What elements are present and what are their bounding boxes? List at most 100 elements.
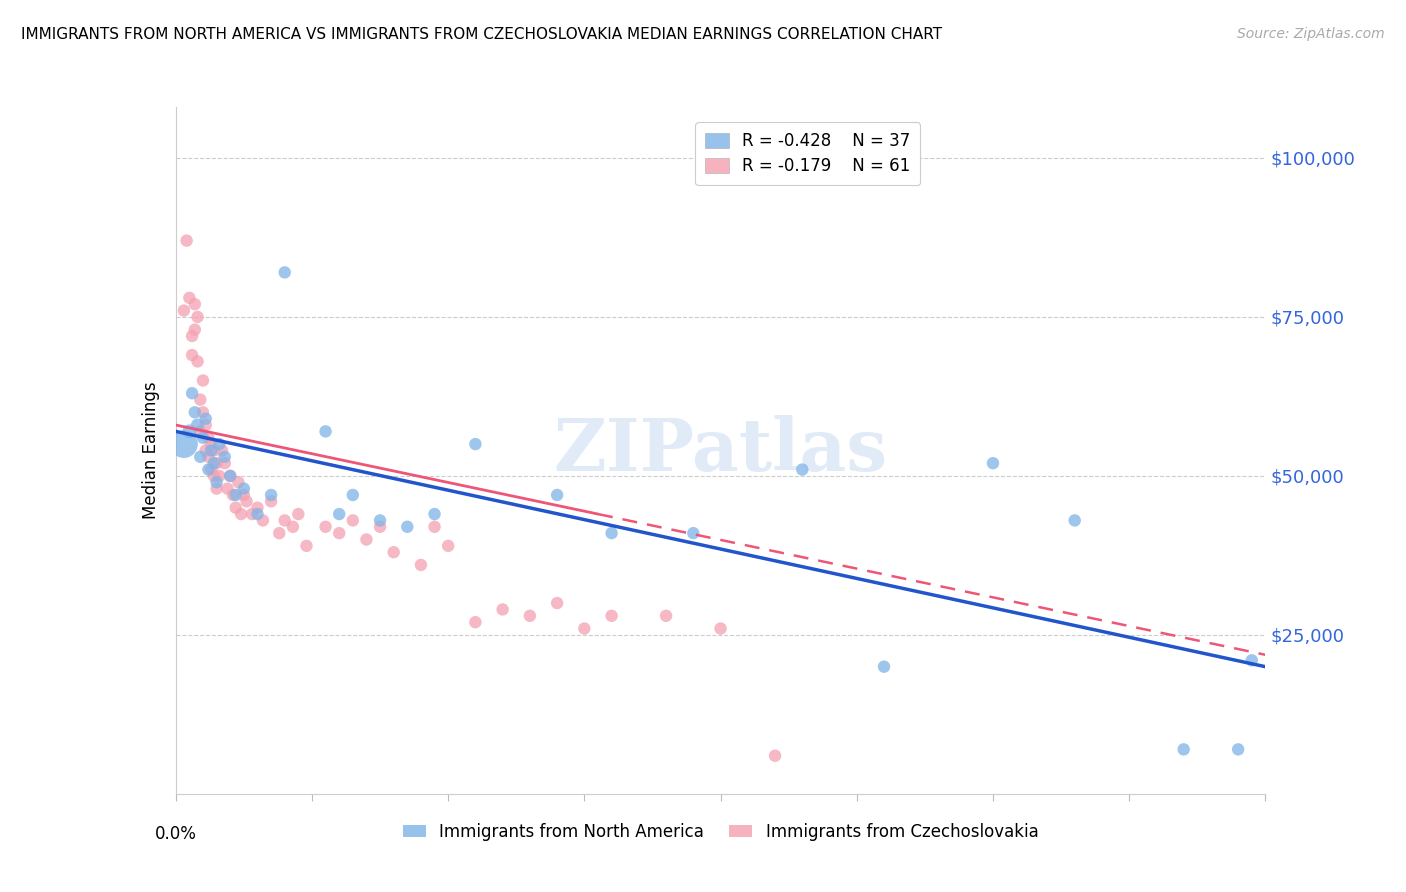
Point xyxy=(235,494,257,508)
Point xyxy=(202,443,225,458)
Point xyxy=(315,520,337,534)
Point xyxy=(1173,742,1195,756)
Point xyxy=(173,303,195,318)
Point xyxy=(205,456,228,470)
Point xyxy=(217,482,239,496)
Point xyxy=(214,456,236,470)
Point xyxy=(792,462,814,476)
Point xyxy=(181,348,204,362)
Point xyxy=(423,520,446,534)
Point xyxy=(208,437,231,451)
Point xyxy=(181,386,204,401)
Point xyxy=(191,374,214,388)
Point xyxy=(184,323,207,337)
Point xyxy=(281,520,304,534)
Point xyxy=(191,405,214,419)
Point xyxy=(232,482,254,496)
Point xyxy=(181,329,204,343)
Point xyxy=(202,469,225,483)
Point xyxy=(205,475,228,490)
Point xyxy=(219,469,242,483)
Point xyxy=(200,443,222,458)
Point xyxy=(423,507,446,521)
Point xyxy=(219,469,242,483)
Point xyxy=(1227,742,1250,756)
Point xyxy=(274,265,297,279)
Point xyxy=(191,431,214,445)
Point xyxy=(342,488,364,502)
Point xyxy=(287,507,309,521)
Point xyxy=(200,437,222,451)
Point xyxy=(202,456,225,470)
Point xyxy=(546,596,568,610)
Point xyxy=(222,488,245,502)
Point xyxy=(179,425,201,439)
Point xyxy=(188,425,211,439)
Point xyxy=(246,500,269,515)
Point xyxy=(342,513,364,527)
Point xyxy=(252,513,274,527)
Point xyxy=(682,526,704,541)
Point xyxy=(295,539,318,553)
Point xyxy=(315,425,337,439)
Point xyxy=(197,431,219,445)
Point xyxy=(328,507,350,521)
Point xyxy=(186,310,209,324)
Point xyxy=(328,526,350,541)
Text: ZIPatlas: ZIPatlas xyxy=(554,415,887,486)
Point xyxy=(546,488,568,502)
Point xyxy=(179,291,201,305)
Point xyxy=(1063,513,1085,527)
Point xyxy=(232,488,254,502)
Legend: Immigrants from North America, Immigrants from Czechoslovakia: Immigrants from North America, Immigrant… xyxy=(396,816,1045,847)
Point xyxy=(464,437,486,451)
Point xyxy=(600,608,623,623)
Text: Source: ZipAtlas.com: Source: ZipAtlas.com xyxy=(1237,27,1385,41)
Point xyxy=(274,513,297,527)
Point xyxy=(184,405,207,419)
Point xyxy=(184,297,207,311)
Point xyxy=(186,354,209,368)
Point xyxy=(368,513,391,527)
Point xyxy=(655,608,678,623)
Point xyxy=(194,411,217,425)
Point xyxy=(269,526,291,541)
Point xyxy=(409,558,432,572)
Point xyxy=(260,488,283,502)
Point xyxy=(205,482,228,496)
Point xyxy=(437,539,460,553)
Point xyxy=(260,494,283,508)
Point xyxy=(574,622,596,636)
Point xyxy=(197,462,219,476)
Point xyxy=(246,507,269,521)
Point xyxy=(188,450,211,464)
Point xyxy=(214,450,236,464)
Point xyxy=(981,456,1004,470)
Point xyxy=(396,520,419,534)
Point xyxy=(1240,653,1263,667)
Point xyxy=(519,608,541,623)
Point xyxy=(186,417,209,432)
Point xyxy=(176,234,198,248)
Point xyxy=(200,462,222,476)
Point xyxy=(382,545,405,559)
Point xyxy=(873,659,896,673)
Point xyxy=(194,417,217,432)
Point xyxy=(228,475,250,490)
Point xyxy=(356,533,378,547)
Point xyxy=(600,526,623,541)
Point xyxy=(225,500,247,515)
Point xyxy=(492,602,515,616)
Point xyxy=(211,443,233,458)
Point xyxy=(763,748,786,763)
Point xyxy=(240,507,263,521)
Text: IMMIGRANTS FROM NORTH AMERICA VS IMMIGRANTS FROM CZECHOSLOVAKIA MEDIAN EARNINGS : IMMIGRANTS FROM NORTH AMERICA VS IMMIGRA… xyxy=(21,27,942,42)
Point xyxy=(173,437,195,451)
Point xyxy=(197,450,219,464)
Y-axis label: Median Earnings: Median Earnings xyxy=(142,382,160,519)
Point xyxy=(464,615,486,630)
Point xyxy=(710,622,733,636)
Point xyxy=(194,443,217,458)
Point xyxy=(208,469,231,483)
Point xyxy=(188,392,211,407)
